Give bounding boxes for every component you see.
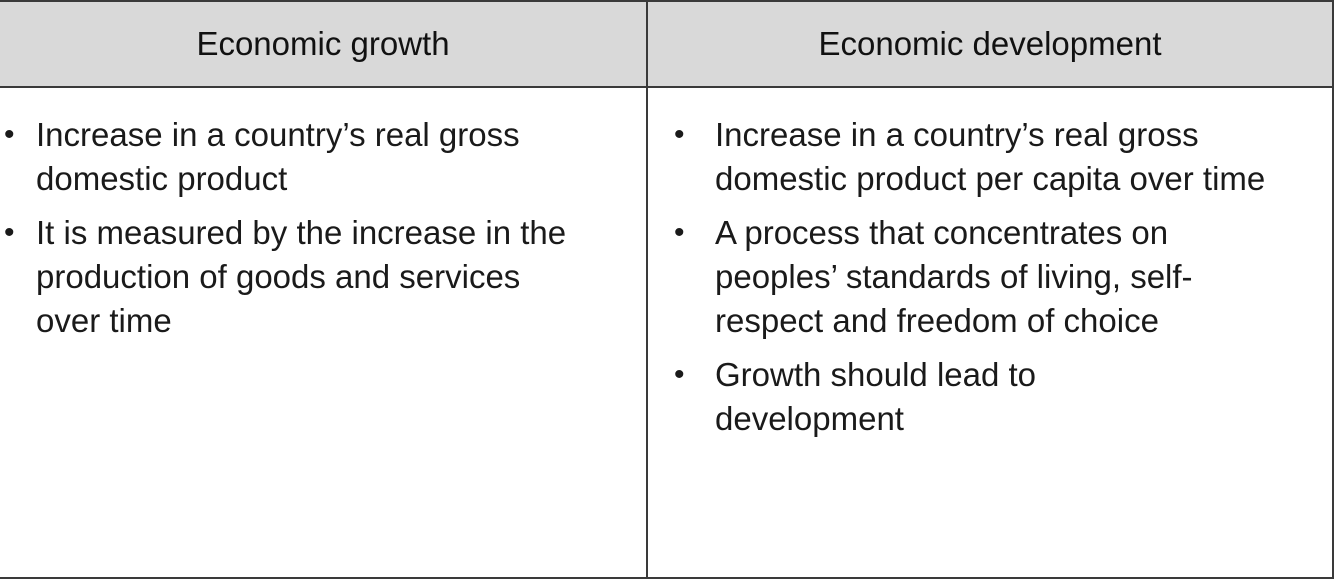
list-item: • Increase in a country’s real gross dom… xyxy=(0,113,596,201)
bullet-icon: • xyxy=(674,118,685,151)
header-economic-growth: Economic growth xyxy=(196,25,450,62)
header-economic-development: Economic development xyxy=(818,25,1162,62)
bullet-icon: • xyxy=(4,216,15,249)
bullet-icon: • xyxy=(4,118,15,151)
list-item-text: Growth should lead to development xyxy=(715,356,1037,437)
list-item: • A process that concentrates on peoples… xyxy=(648,211,1295,343)
list-item: • It is measured by the increase in the … xyxy=(0,211,571,343)
bullet-icon: • xyxy=(674,358,685,391)
economic-development-list: • Increase in a country’s real gross dom… xyxy=(648,88,1332,441)
list-item-text: A process that concentrates on peoples’ … xyxy=(715,214,1193,339)
list-item: • Growth should lead to development xyxy=(648,353,1185,441)
list-item-text: It is measured by the increase in the pr… xyxy=(36,214,567,339)
list-item-text: Increase in a country’s real gross domes… xyxy=(715,116,1266,197)
economic-growth-cell: • Increase in a country’s real gross dom… xyxy=(0,88,646,353)
list-item-text: Increase in a country’s real gross domes… xyxy=(36,116,520,197)
economic-growth-list: • Increase in a country’s real gross dom… xyxy=(0,88,646,343)
column-divider xyxy=(646,2,648,577)
table-header-row: Economic growth Economic development xyxy=(0,2,1332,88)
list-item: • Increase in a country’s real gross dom… xyxy=(648,113,1295,201)
economic-development-cell: • Increase in a country’s real gross dom… xyxy=(648,88,1332,451)
bullet-icon: • xyxy=(674,216,685,249)
